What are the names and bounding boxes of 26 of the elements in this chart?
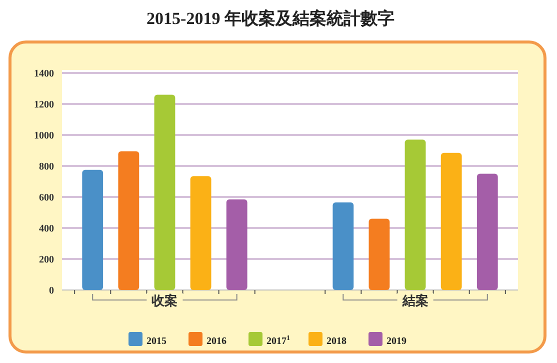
y-tick-label: 1200 bbox=[34, 100, 54, 110]
x-tick-label: 收案 bbox=[152, 293, 178, 308]
x-tick-label: 結案 bbox=[401, 293, 428, 308]
legend-label: 2019 bbox=[386, 336, 406, 347]
bar bbox=[82, 170, 104, 290]
bar bbox=[118, 151, 140, 290]
bar bbox=[190, 176, 212, 290]
bar bbox=[440, 152, 462, 290]
legend-label: 2015 bbox=[146, 336, 166, 347]
y-tick-label: 1400 bbox=[34, 68, 54, 80]
y-tick-label: 600 bbox=[39, 192, 54, 204]
legend-label: 2017$^{1}$ bbox=[266, 334, 290, 347]
y-tick-label: 400 bbox=[39, 224, 54, 234]
chart-title: 2015-2019 年收案及結案統計數字 bbox=[146, 8, 394, 28]
bar bbox=[404, 140, 426, 290]
bar bbox=[476, 174, 498, 290]
y-tick-label: 0 bbox=[49, 286, 54, 296]
bar bbox=[332, 202, 354, 290]
y-tick-label: 1000 bbox=[34, 130, 54, 142]
bar bbox=[368, 218, 390, 290]
y-tick-label: 200 bbox=[39, 254, 54, 266]
bar bbox=[226, 199, 248, 290]
legend-label: 2016 bbox=[206, 336, 226, 347]
bar bbox=[154, 94, 176, 290]
y-tick-label: 800 bbox=[39, 162, 54, 172]
legend-label: 2018 bbox=[326, 336, 346, 347]
